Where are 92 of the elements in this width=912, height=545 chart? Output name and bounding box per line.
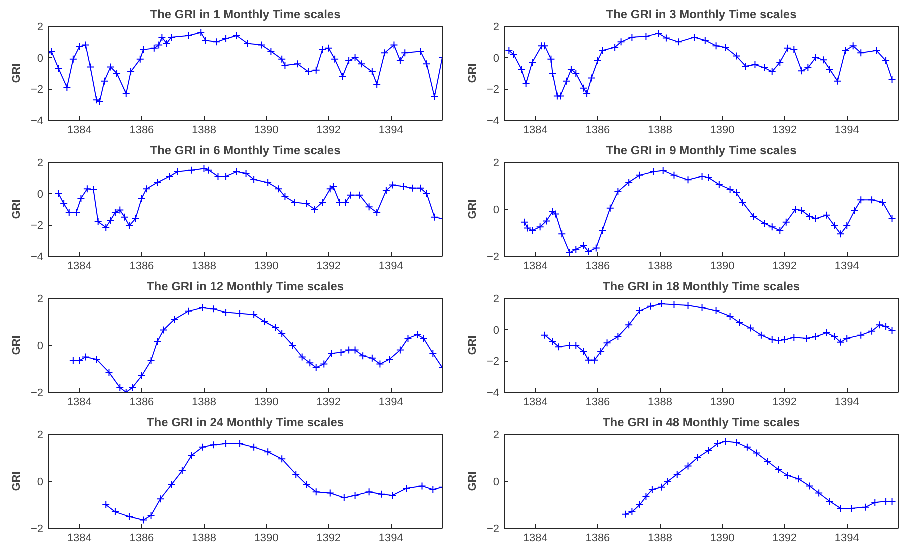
y-tick-label: −2 bbox=[486, 356, 500, 368]
y-axis-title: GRI bbox=[10, 64, 23, 84]
x-tick-label: 1386 bbox=[130, 124, 154, 136]
chart-title: The GRI in 6 Monthly Time scales bbox=[150, 144, 342, 158]
x-tick-label: 1394 bbox=[834, 396, 860, 408]
y-axis-title: GRI bbox=[10, 200, 23, 220]
y-axis-title: GRI bbox=[10, 472, 23, 492]
y-tick-label: 0 bbox=[493, 324, 500, 337]
y-tick-label: 0 bbox=[493, 204, 500, 216]
x-tick-label: 1384 bbox=[523, 124, 548, 136]
x-tick-label: 1388 bbox=[192, 260, 216, 272]
x-tick-label: 1390 bbox=[710, 396, 735, 408]
x-tick-label: 1388 bbox=[648, 532, 672, 544]
x-tick-label: 1386 bbox=[130, 532, 154, 544]
x-tick-label: 1386 bbox=[586, 396, 610, 408]
y-tick-label: −4 bbox=[30, 116, 44, 128]
x-tick-label: 1394 bbox=[834, 260, 860, 272]
x-tick-label: 1394 bbox=[378, 260, 404, 272]
y-tick-label: −2 bbox=[486, 524, 500, 536]
y-axis-title: GRI bbox=[466, 472, 479, 492]
y-tick-label: 0 bbox=[37, 340, 44, 352]
x-tick-label: 1390 bbox=[254, 396, 279, 408]
y-tick-label: 0 bbox=[37, 476, 44, 488]
x-tick-label: 1386 bbox=[586, 124, 610, 136]
x-tick-label: 1388 bbox=[648, 260, 672, 272]
x-tick-label: 1392 bbox=[316, 396, 342, 408]
x-tick-label: 1392 bbox=[772, 260, 798, 272]
y-axis-title: GRI bbox=[466, 336, 479, 356]
x-tick-label: 1390 bbox=[710, 124, 735, 136]
x-tick-label: 1390 bbox=[710, 532, 735, 544]
y-tick-label: 2 bbox=[37, 22, 44, 34]
x-tick-label: 1392 bbox=[316, 260, 342, 272]
y-tick-label: −4 bbox=[486, 388, 500, 400]
chart-title: The GRI in 18 Monthly Time scales bbox=[602, 280, 800, 294]
x-tick-label: 1394 bbox=[834, 532, 860, 544]
x-tick-label: 1392 bbox=[772, 124, 798, 136]
chart-title: The GRI in 3 Monthly Time scales bbox=[606, 8, 798, 22]
x-tick-label: 1394 bbox=[378, 124, 404, 136]
y-tick-label: 2 bbox=[493, 294, 500, 306]
y-tick-label: 0 bbox=[37, 188, 44, 201]
y-tick-label: −2 bbox=[486, 84, 500, 96]
chart-title: The GRI in 1 Monthly Time scales bbox=[150, 8, 342, 22]
x-tick-label: 1384 bbox=[67, 396, 92, 408]
y-tick-label: −2 bbox=[30, 524, 44, 536]
y-axis-title: GRI bbox=[466, 64, 479, 84]
y-tick-label: −4 bbox=[486, 116, 500, 128]
x-tick-label: 1388 bbox=[648, 124, 672, 136]
x-tick-label: 1388 bbox=[192, 396, 216, 408]
y-tick-label: −4 bbox=[30, 252, 44, 264]
x-tick-label: 1384 bbox=[67, 124, 92, 136]
chart-title: The GRI in 24 Monthly Time scales bbox=[146, 416, 344, 430]
x-tick-label: 1390 bbox=[254, 124, 279, 136]
y-tick-label: 2 bbox=[493, 22, 500, 34]
x-tick-label: 1384 bbox=[523, 532, 548, 544]
x-tick-label: 1384 bbox=[523, 260, 548, 272]
y-tick-label: −2 bbox=[30, 84, 44, 96]
y-tick-label: 2 bbox=[37, 294, 44, 306]
x-tick-label: 1386 bbox=[130, 396, 154, 408]
x-tick-label: 1392 bbox=[316, 532, 342, 544]
y-tick-label: 2 bbox=[493, 158, 500, 170]
chart-title: The GRI in 48 Monthly Time scales bbox=[602, 416, 800, 430]
chart-title: The GRI in 9 Monthly Time scales bbox=[606, 144, 798, 158]
y-tick-label: −2 bbox=[30, 220, 44, 232]
x-tick-label: 1394 bbox=[378, 396, 404, 408]
x-tick-label: 1392 bbox=[772, 532, 798, 544]
y-axis-title: GRI bbox=[466, 200, 479, 220]
chart-title: The GRI in 12 Monthly Time scales bbox=[146, 280, 344, 294]
y-tick-label: 0 bbox=[493, 52, 500, 65]
y-tick-label: 2 bbox=[37, 430, 44, 442]
x-tick-label: 1384 bbox=[67, 260, 92, 272]
y-tick-label: 2 bbox=[37, 158, 44, 170]
x-tick-label: 1392 bbox=[316, 124, 342, 136]
x-tick-label: 1384 bbox=[523, 396, 548, 408]
x-tick-label: 1388 bbox=[192, 124, 216, 136]
x-tick-label: 1386 bbox=[130, 260, 154, 272]
y-axis-title: GRI bbox=[10, 336, 23, 356]
y-tick-label: −2 bbox=[30, 388, 44, 400]
x-tick-label: 1392 bbox=[772, 396, 798, 408]
x-tick-label: 1390 bbox=[254, 532, 279, 544]
y-tick-label: 0 bbox=[37, 52, 44, 65]
x-tick-label: 1390 bbox=[254, 260, 279, 272]
y-tick-label: 0 bbox=[493, 476, 500, 488]
x-tick-label: 1384 bbox=[67, 532, 92, 544]
y-tick-label: −2 bbox=[486, 252, 500, 264]
x-tick-label: 1394 bbox=[378, 532, 404, 544]
x-tick-label: 1390 bbox=[710, 260, 735, 272]
x-tick-label: 1386 bbox=[586, 532, 610, 544]
x-tick-label: 1386 bbox=[586, 260, 610, 272]
x-tick-label: 1388 bbox=[192, 532, 216, 544]
x-tick-label: 1388 bbox=[648, 396, 672, 408]
y-tick-label: 2 bbox=[493, 430, 500, 442]
x-tick-label: 1394 bbox=[834, 124, 860, 136]
